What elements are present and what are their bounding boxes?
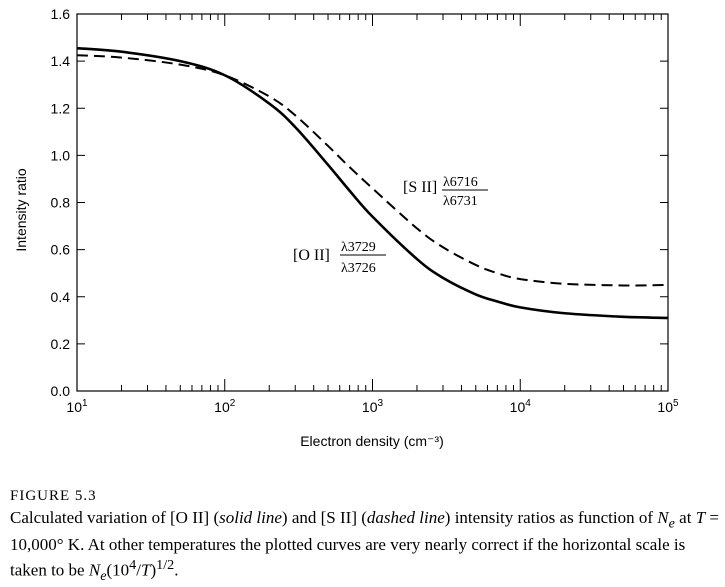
sii-annotation-denominator: λ6731: [443, 194, 478, 209]
y-tick-label: 0.2: [51, 336, 71, 352]
y-tick-label: 0.4: [51, 289, 71, 305]
y-tick-label: 1.4: [51, 53, 71, 69]
x-axis-title: Electron density (cm⁻³): [300, 433, 444, 449]
y-tick-label: 1.2: [51, 100, 71, 116]
caption-t-symbol: T: [695, 508, 706, 527]
x-tick-label: 101: [66, 398, 88, 415]
series-layer: [76, 46, 669, 320]
y-tick-label: 1.0: [51, 147, 71, 163]
caption-ne-subscript: e: [668, 515, 675, 532]
x-tick-label: 103: [362, 398, 384, 415]
y-tick-label: 0.6: [51, 242, 71, 258]
caption-part: ) intensity ratios as function of: [444, 508, 658, 527]
series-sii-line: [76, 54, 669, 287]
caption-text: Calculated variation of [O II] (solid li…: [10, 507, 722, 587]
caption-part: ): [150, 561, 157, 581]
sii-annotation-prefix: [S II]: [403, 179, 437, 196]
plot-frame: [76, 13, 669, 392]
caption-part: (10: [106, 561, 130, 581]
caption-ne-symbol: N: [88, 561, 101, 581]
x-tick-label: 102: [214, 398, 236, 415]
sii-annotation-numerator: λ6716: [443, 175, 478, 190]
x-tick-label: 104: [510, 398, 532, 415]
caption-solid-line: solid line: [219, 508, 282, 527]
caption-sup: 1/2: [156, 557, 175, 574]
figure-caption: FIGURE 5.3 Calculated variation of [O II…: [10, 486, 722, 587]
caption-part: at: [674, 508, 696, 527]
x-tick-label: 105: [657, 398, 679, 415]
figure-label: FIGURE 5.3: [10, 488, 97, 504]
caption-part: Calculated variation of [O II] (: [10, 508, 220, 527]
y-tick-label: 0.0: [51, 383, 71, 399]
plot-axes: 0.0 0.2 0.4 0.6 0.8 1.0 1.2 1.4 1.6 101 102 103 104 1…: [51, 6, 679, 415]
caption-part: = 10,000° K. At other temperatures the p…: [10, 508, 719, 581]
series-oii-line: [76, 46, 669, 320]
oii-annotation-denominator: λ3726: [341, 261, 376, 276]
annotations: [S II] λ6716 λ6731 [O II] λ3729 λ3726: [293, 175, 488, 276]
caption-part: .: [174, 561, 179, 581]
oii-annotation-numerator: λ3729: [341, 240, 376, 255]
y-tick-label: 0.8: [51, 195, 71, 211]
caption-part: ) and [S II] (: [281, 508, 367, 527]
chart: 0.0 0.2 0.4 0.6 0.8 1.0 1.2 1.4 1.6 101 102 103 104 1…: [13, 6, 679, 449]
oii-annotation-prefix: [O II]: [293, 247, 330, 264]
caption-sup: 4: [129, 557, 137, 574]
caption-part: /: [136, 561, 141, 581]
caption-ne-subscript: e: [100, 568, 107, 585]
caption-ne-symbol: N: [657, 508, 669, 527]
caption-t-symbol: T: [140, 561, 151, 581]
y-tick-label: 1.6: [51, 6, 71, 22]
caption-dashed-line: dashed line: [366, 508, 445, 527]
y-axis-title: Intensity ratio: [13, 168, 29, 251]
